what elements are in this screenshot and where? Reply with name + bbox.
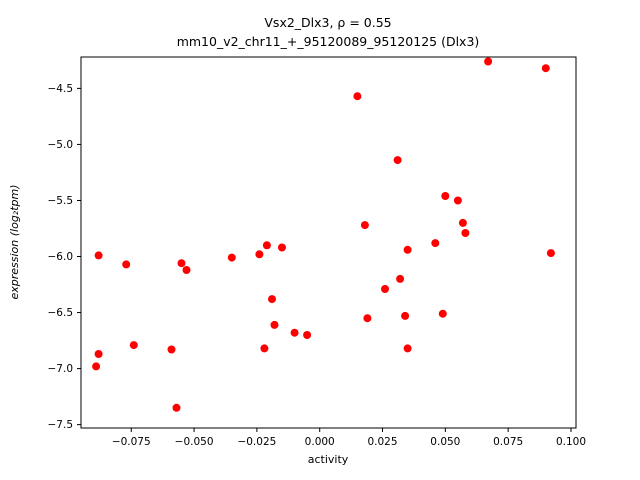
data-point bbox=[393, 156, 402, 165]
data-point bbox=[363, 314, 372, 323]
y-tick-label: −5.5 bbox=[48, 195, 74, 207]
data-point bbox=[453, 196, 462, 205]
y-tick-label: −7.5 bbox=[48, 419, 74, 431]
data-point bbox=[260, 344, 269, 353]
x-axis-label: activity bbox=[308, 453, 349, 466]
data-point bbox=[353, 92, 362, 101]
data-point bbox=[94, 350, 103, 358]
data-point bbox=[461, 229, 470, 237]
data-point bbox=[290, 328, 299, 337]
x-tick-label: 0.000 bbox=[305, 436, 335, 448]
data-point bbox=[255, 250, 264, 259]
data-point bbox=[177, 259, 186, 268]
data-point bbox=[484, 57, 493, 66]
data-point bbox=[278, 243, 286, 252]
x-tick-label: −0.025 bbox=[237, 436, 276, 448]
y-tick-label: −6.5 bbox=[48, 307, 74, 319]
data-point bbox=[403, 245, 412, 254]
data-point bbox=[268, 295, 276, 304]
x-tick-label: −0.050 bbox=[175, 436, 214, 448]
y-tick-label: −5.0 bbox=[48, 139, 74, 151]
x-tick-label: 0.025 bbox=[367, 436, 397, 448]
scatter-points bbox=[92, 57, 555, 412]
y-axis-label: expression (log₂tpm) bbox=[8, 184, 21, 299]
data-point bbox=[381, 285, 389, 293]
data-point bbox=[438, 309, 447, 318]
x-tick-label: 0.100 bbox=[556, 436, 586, 448]
data-point bbox=[441, 192, 450, 200]
x-tick-label: 0.050 bbox=[430, 436, 460, 448]
data-point bbox=[403, 344, 412, 353]
data-point bbox=[94, 251, 103, 260]
chart-subtitle: mm10_v2_chr11_+_95120089_95120125 (Dlx3) bbox=[177, 34, 480, 49]
data-point bbox=[401, 311, 410, 320]
data-point bbox=[167, 345, 176, 354]
x-axis-ticks: −0.075 −0.050 −0.025 0.000 0.025 0.050 0.075 0.… bbox=[112, 428, 586, 448]
x-tick-label: 0.075 bbox=[493, 436, 523, 448]
y-tick-label: −6.0 bbox=[48, 251, 74, 263]
y-tick-label: −7.0 bbox=[48, 363, 74, 375]
data-point bbox=[129, 341, 138, 350]
chart-title: Vsx2_Dlx3, ρ = 0.55 bbox=[264, 15, 391, 30]
data-point bbox=[360, 221, 369, 230]
x-tick-label: −0.075 bbox=[112, 436, 151, 448]
data-point bbox=[172, 403, 181, 412]
data-point bbox=[262, 241, 271, 250]
data-point bbox=[122, 260, 131, 269]
data-point bbox=[227, 253, 236, 262]
y-axis-ticks: −4.5 −5.0 −5.5 −6.0 −6.5 −7.0 −7.5 bbox=[48, 83, 81, 431]
data-point bbox=[182, 266, 191, 274]
y-tick-label: −4.5 bbox=[48, 83, 74, 95]
data-point bbox=[541, 64, 550, 73]
data-point bbox=[546, 249, 555, 258]
data-point bbox=[396, 274, 405, 283]
data-point bbox=[303, 331, 312, 339]
data-point bbox=[92, 362, 101, 371]
data-point bbox=[458, 218, 467, 227]
plot-area-frame bbox=[80, 56, 577, 429]
data-point bbox=[270, 320, 279, 329]
data-point bbox=[431, 239, 440, 248]
